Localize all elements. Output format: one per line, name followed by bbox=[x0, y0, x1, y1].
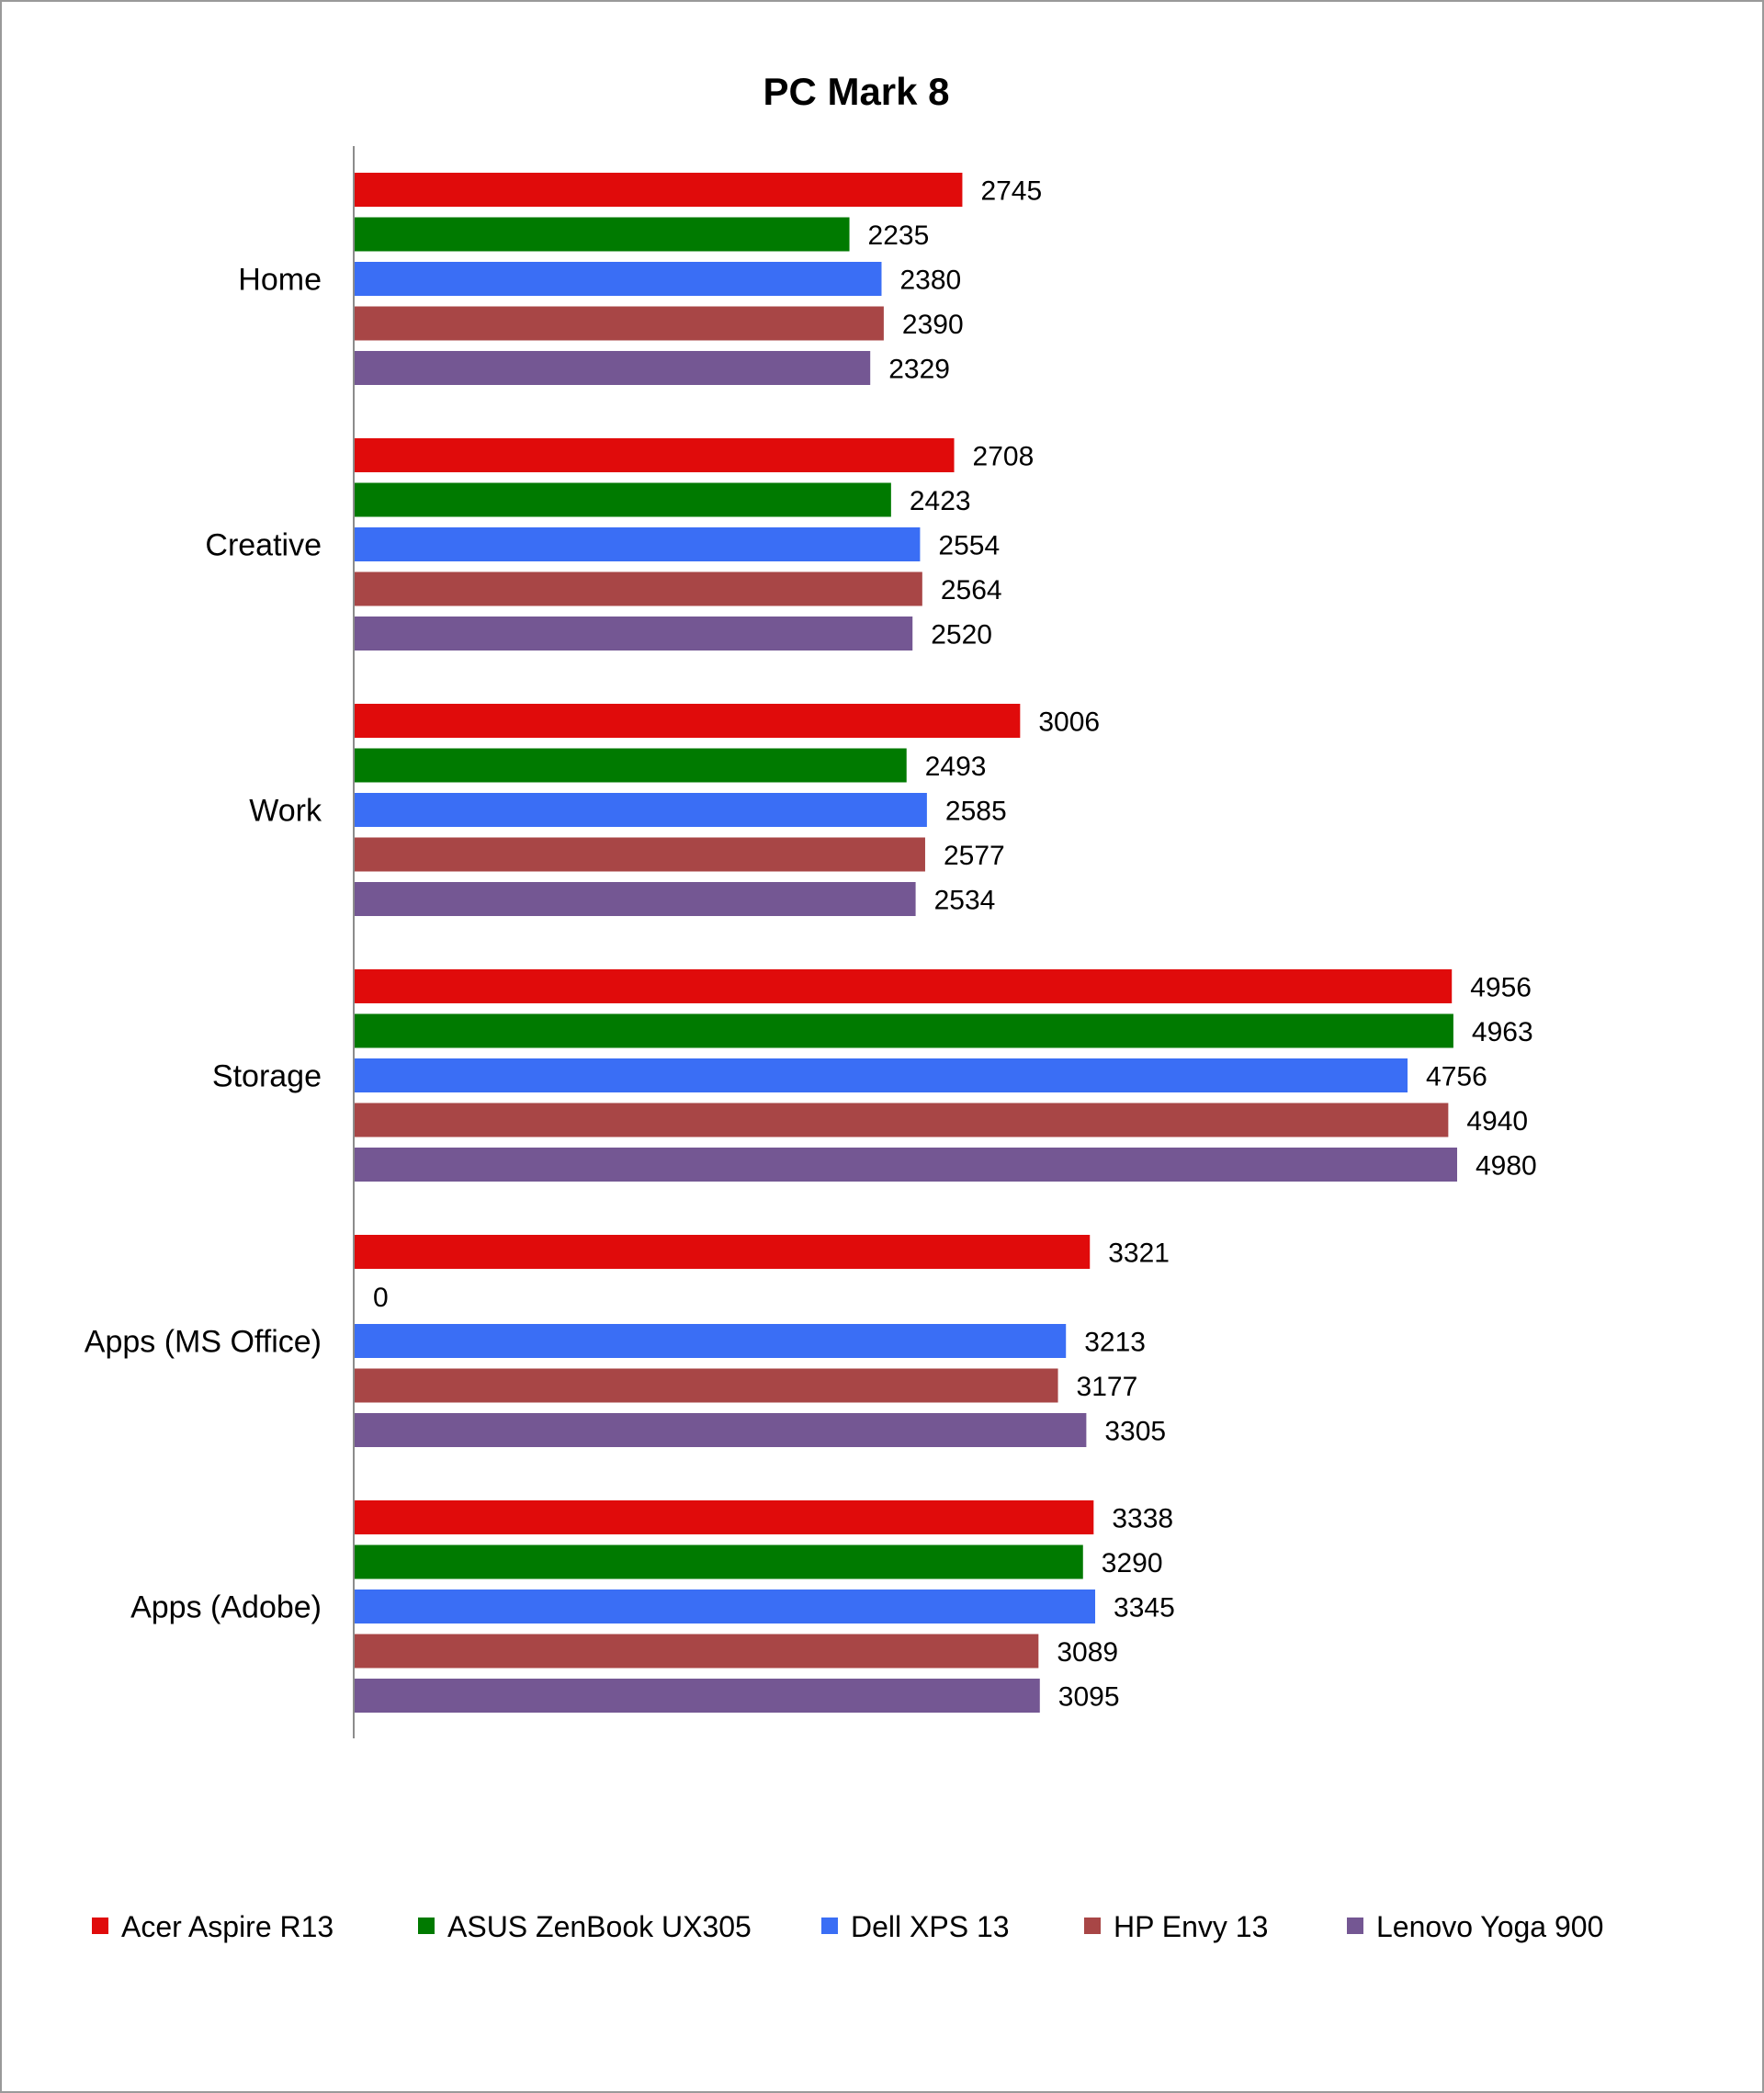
legend-item-asus-zenbook-ux305: ASUS ZenBook UX305 bbox=[418, 1910, 752, 1943]
legend-swatch-asus-zenbook-ux305 bbox=[418, 1918, 435, 1934]
legend-label-hp-envy-13: HP Envy 13 bbox=[1114, 1910, 1268, 1943]
value-label-creative-dell-xps-13: 2554 bbox=[938, 531, 1000, 561]
category-label-storage: Storage bbox=[212, 1059, 322, 1094]
value-label-apps-ms-office-dell-xps-13: 3213 bbox=[1084, 1328, 1146, 1358]
value-label-home-hp-envy-13: 2390 bbox=[902, 310, 964, 340]
bar-creative-asus-zenbook-ux305 bbox=[355, 482, 891, 517]
legend-label-lenovo-yoga-900: Lenovo Yoga 900 bbox=[1376, 1910, 1603, 1943]
bar-apps-adobe-hp-envy-13 bbox=[355, 1634, 1039, 1669]
value-label-home-lenovo-yoga-900: 2329 bbox=[888, 355, 950, 385]
bar-home-dell-xps-13 bbox=[355, 262, 882, 296]
bar-apps-adobe-dell-xps-13 bbox=[355, 1590, 1096, 1623]
bar-creative-lenovo-yoga-900 bbox=[355, 617, 913, 651]
value-label-home-acer-aspire-r13: 2745 bbox=[980, 176, 1042, 207]
bars-group bbox=[355, 173, 1457, 1713]
chart-title: PC Mark 8 bbox=[763, 70, 949, 113]
value-label-apps-ms-office-acer-aspire-r13: 3321 bbox=[1108, 1239, 1170, 1269]
value-label-work-acer-aspire-r13: 3006 bbox=[1038, 707, 1100, 738]
legend-label-dell-xps-13: Dell XPS 13 bbox=[851, 1910, 1010, 1943]
legend-label-asus-zenbook-ux305: ASUS ZenBook UX305 bbox=[447, 1910, 752, 1943]
bar-home-hp-envy-13 bbox=[355, 306, 884, 341]
legend: Acer Aspire R13 ASUS ZenBook UX305 Dell XP… bbox=[92, 1910, 1603, 1943]
bar-apps-ms-office-hp-envy-13 bbox=[355, 1368, 1058, 1403]
legend-item-acer-aspire-r13: Acer Aspire R13 bbox=[92, 1910, 334, 1943]
value-label-storage-dell-xps-13: 4756 bbox=[1426, 1062, 1487, 1092]
bar-work-hp-envy-13 bbox=[355, 837, 925, 872]
value-label-creative-lenovo-yoga-900: 2520 bbox=[931, 620, 992, 651]
value-label-creative-acer-aspire-r13: 2708 bbox=[973, 442, 1035, 472]
value-label-creative-hp-envy-13: 2564 bbox=[941, 575, 1002, 605]
legend-item-lenovo-yoga-900: Lenovo Yoga 900 bbox=[1347, 1910, 1603, 1943]
category-label-creative: Creative bbox=[205, 528, 322, 563]
value-label-work-dell-xps-13: 2585 bbox=[945, 797, 1007, 827]
bar-creative-acer-aspire-r13 bbox=[355, 438, 955, 472]
value-label-apps-ms-office-hp-envy-13: 3177 bbox=[1077, 1372, 1138, 1402]
bar-apps-adobe-lenovo-yoga-900 bbox=[355, 1679, 1040, 1713]
value-label-apps-adobe-acer-aspire-r13: 3338 bbox=[1112, 1504, 1173, 1534]
category-label-home: Home bbox=[238, 263, 322, 298]
legend-swatch-lenovo-yoga-900 bbox=[1347, 1918, 1363, 1934]
value-label-apps-adobe-dell-xps-13: 3345 bbox=[1114, 1593, 1175, 1623]
value-label-work-hp-envy-13: 2577 bbox=[944, 841, 1005, 871]
value-label-home-dell-xps-13: 2380 bbox=[899, 266, 961, 296]
legend-swatch-dell-xps-13 bbox=[821, 1918, 838, 1934]
legend-label-acer-aspire-r13: Acer Aspire R13 bbox=[121, 1910, 334, 1943]
value-label-home-asus-zenbook-ux305: 2235 bbox=[868, 221, 930, 251]
bar-home-acer-aspire-r13 bbox=[355, 173, 963, 207]
bar-work-dell-xps-13 bbox=[355, 793, 927, 827]
bar-home-lenovo-yoga-900 bbox=[355, 351, 871, 385]
bar-apps-adobe-asus-zenbook-ux305 bbox=[355, 1544, 1083, 1579]
value-label-work-lenovo-yoga-900: 2534 bbox=[934, 886, 996, 916]
value-label-apps-adobe-asus-zenbook-ux305: 3290 bbox=[1102, 1548, 1163, 1578]
value-label-storage-lenovo-yoga-900: 4980 bbox=[1476, 1151, 1537, 1182]
bar-work-acer-aspire-r13 bbox=[355, 704, 1021, 738]
bar-work-asus-zenbook-ux305 bbox=[355, 748, 907, 783]
category-label-apps-ms-office: Apps (MS Office) bbox=[85, 1325, 322, 1360]
value-label-apps-adobe-hp-envy-13: 3089 bbox=[1057, 1637, 1118, 1668]
bar-creative-hp-envy-13 bbox=[355, 571, 922, 606]
value-label-work-asus-zenbook-ux305: 2493 bbox=[925, 752, 987, 782]
value-label-storage-asus-zenbook-ux305: 4963 bbox=[1472, 1017, 1533, 1047]
legend-swatch-acer-aspire-r13 bbox=[92, 1918, 108, 1934]
bar-apps-adobe-acer-aspire-r13 bbox=[355, 1500, 1094, 1534]
value-label-storage-hp-envy-13: 4940 bbox=[1466, 1106, 1528, 1137]
value-label-storage-acer-aspire-r13: 4956 bbox=[1470, 973, 1532, 1003]
bar-storage-asus-zenbook-ux305 bbox=[355, 1013, 1453, 1048]
bar-storage-lenovo-yoga-900 bbox=[355, 1148, 1457, 1182]
value-label-apps-ms-office-lenovo-yoga-900: 3305 bbox=[1104, 1417, 1166, 1447]
legend-item-dell-xps-13: Dell XPS 13 bbox=[821, 1910, 1010, 1943]
bar-apps-ms-office-dell-xps-13 bbox=[355, 1324, 1067, 1358]
bar-home-asus-zenbook-ux305 bbox=[355, 217, 850, 252]
category-labels: Home Creative Work Storage Apps (MS Office) A… bbox=[85, 263, 322, 1625]
legend-swatch-hp-envy-13 bbox=[1084, 1918, 1101, 1934]
bar-storage-dell-xps-13 bbox=[355, 1058, 1408, 1092]
bar-storage-hp-envy-13 bbox=[355, 1103, 1449, 1137]
category-label-work: Work bbox=[249, 794, 322, 829]
bar-apps-ms-office-acer-aspire-r13 bbox=[355, 1235, 1091, 1269]
value-label-apps-adobe-lenovo-yoga-900: 3095 bbox=[1058, 1682, 1120, 1713]
value-label-apps-ms-office-asus-zenbook-ux305: 0 bbox=[373, 1283, 389, 1313]
category-label-apps-adobe: Apps (Adobe) bbox=[130, 1590, 322, 1625]
bar-work-lenovo-yoga-900 bbox=[355, 882, 916, 916]
bar-creative-dell-xps-13 bbox=[355, 527, 921, 561]
legend-item-hp-envy-13: HP Envy 13 bbox=[1084, 1910, 1268, 1943]
bar-storage-acer-aspire-r13 bbox=[355, 969, 1453, 1003]
bar-apps-ms-office-lenovo-yoga-900 bbox=[355, 1413, 1087, 1447]
value-label-creative-asus-zenbook-ux305: 2423 bbox=[910, 486, 971, 516]
